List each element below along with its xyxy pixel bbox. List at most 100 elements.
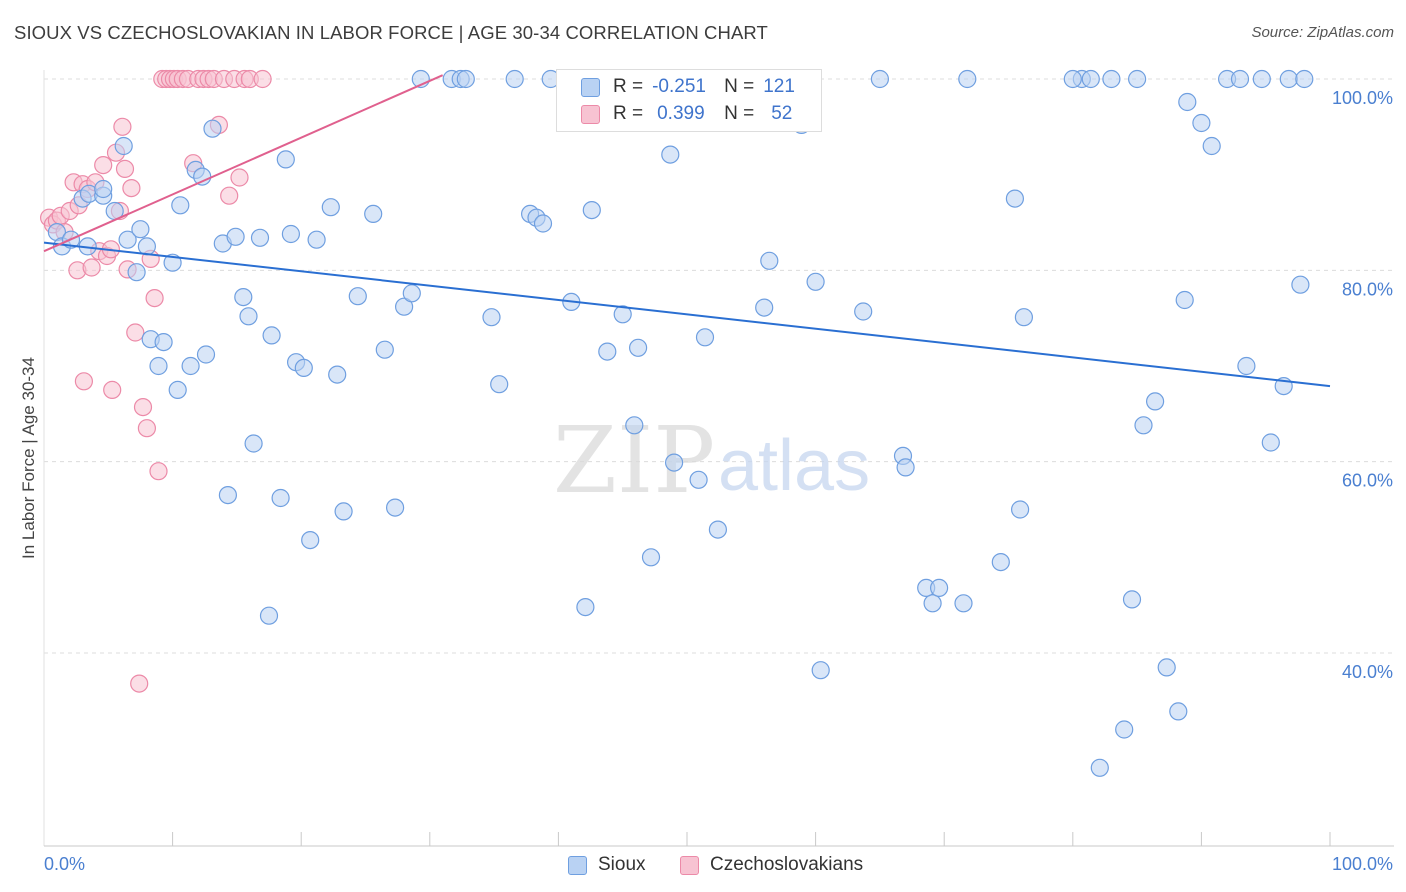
sioux-point-35 <box>276 150 295 169</box>
czech-trend-line <box>43 74 444 253</box>
sioux-point-113 <box>1261 433 1280 452</box>
sioux-point-26 <box>218 486 237 505</box>
sioux-swatch-icon <box>581 77 600 97</box>
legend-n-label: N = <box>724 76 755 97</box>
czech-point-27 <box>137 419 156 438</box>
sioux-trend-line <box>43 241 1331 388</box>
sioux-point-111 <box>1237 356 1256 376</box>
sioux-point-47 <box>386 498 405 517</box>
sioux-point-77 <box>755 298 774 317</box>
czech-point-26 <box>133 398 153 417</box>
sioux-point-46 <box>375 340 394 359</box>
sioux-point-64 <box>598 342 617 361</box>
sioux-point-93 <box>1005 189 1025 208</box>
legend-row-czech: R = 0.399 N = 52 <box>581 101 792 127</box>
sioux-point-83 <box>854 302 873 321</box>
stats-legend: R = -0.251 N = 121 R = 0.399 N = 52 <box>556 69 822 132</box>
sioux-point-82 <box>811 661 830 680</box>
sioux-point-7 <box>94 179 113 199</box>
czech-point-23 <box>122 179 141 198</box>
czech-legend-icon <box>680 855 699 875</box>
y-tick-label-40: 40.0% <box>1342 662 1393 682</box>
sioux-point-15 <box>149 356 168 376</box>
czech-point-24 <box>126 323 145 342</box>
sioux-point-107 <box>1178 92 1197 112</box>
czech-point-30 <box>149 462 168 481</box>
czech-point-25 <box>130 674 149 693</box>
sioux-point-20 <box>181 356 200 376</box>
sioux-point-30 <box>244 434 263 453</box>
chart-title: SIOUX VS CZECHOSLOVAKIAN IN LABOR FORCE … <box>14 22 768 43</box>
sioux-point-108 <box>1192 113 1211 133</box>
sioux-r-value: -0.251 <box>652 76 706 97</box>
sioux-point-54 <box>482 308 501 327</box>
y-tick-labels: 100.0% 80.0% 60.0% 40.0% <box>1332 88 1393 682</box>
sioux-point-91 <box>958 69 977 89</box>
sioux-point-78 <box>760 251 779 270</box>
legend-row-sioux: R = -0.251 N = 121 <box>581 74 795 100</box>
y-tick-label-80: 80.0% <box>1342 279 1393 299</box>
sioux-point-97 <box>1081 69 1100 89</box>
sioux-point-120 <box>1230 69 1250 89</box>
legend-r-label: R = <box>613 103 644 124</box>
sioux-point-68 <box>641 548 661 567</box>
sioux-point-31 <box>250 228 270 247</box>
czech-point-21 <box>115 159 135 178</box>
x-tick-label-min: 0.0% <box>44 854 85 874</box>
sioux-point-109 <box>1202 136 1221 156</box>
sioux-point-32 <box>259 606 279 625</box>
sioux-n-value: 121 <box>763 76 795 97</box>
x-tick-label-max: 100.0% <box>1332 854 1393 874</box>
sioux-point-27 <box>226 227 245 246</box>
sioux-point-95 <box>1014 308 1034 327</box>
sioux-point-38 <box>294 358 313 377</box>
czech-point-11 <box>82 258 101 277</box>
sioux-point-63 <box>582 201 601 220</box>
legend-n-label: N = <box>724 103 755 124</box>
watermark: ZIP atlas <box>553 407 870 514</box>
sioux-point-22 <box>193 167 212 186</box>
sioux-point-43 <box>334 502 353 521</box>
legend-label-czech: Czechoslovakians <box>710 854 864 875</box>
czech-n-value: 52 <box>771 103 793 124</box>
sioux-point-13 <box>137 237 156 256</box>
sioux-point-116 <box>1291 275 1310 294</box>
sioux-point-101 <box>1122 590 1142 609</box>
sioux-point-41 <box>321 198 340 217</box>
sioux-point-84 <box>870 69 890 89</box>
sioux-point-70 <box>661 145 680 164</box>
sioux-point-49 <box>402 284 421 303</box>
sioux-point-36 <box>281 224 300 244</box>
sioux-point-16 <box>154 333 173 352</box>
y-tick-label-60: 60.0% <box>1342 471 1393 491</box>
sioux-point-45 <box>364 204 383 223</box>
sioux-point-103 <box>1145 392 1165 411</box>
sioux-point-102 <box>1134 416 1153 435</box>
czech-point-51 <box>74 372 94 391</box>
sioux-point-88 <box>923 594 942 613</box>
sioux-point-117 <box>1295 69 1314 89</box>
sioux-point-104 <box>1157 658 1176 677</box>
sioux-point-55 <box>490 375 509 394</box>
legend-item-sioux: Sioux <box>568 854 646 876</box>
sioux-point-81 <box>806 272 825 291</box>
sioux-point-44 <box>348 287 367 306</box>
legend-item-czech: Czechoslovakians <box>680 854 863 876</box>
sioux-point-40 <box>307 230 326 249</box>
sioux-point-98 <box>1090 758 1109 777</box>
sioux-point-18 <box>168 380 187 399</box>
sioux-point-94 <box>1010 500 1030 519</box>
trend-lines <box>43 74 1331 388</box>
sioux-point-66 <box>625 416 644 435</box>
sioux-point-119 <box>1127 69 1147 89</box>
y-tick-label-100: 100.0% <box>1332 88 1393 108</box>
legend-label-sioux: Sioux <box>598 854 646 875</box>
sioux-point-112 <box>1252 69 1271 89</box>
sioux-point-11 <box>127 263 146 282</box>
czech-point-45 <box>220 186 239 205</box>
czech-point-14 <box>94 156 113 175</box>
sioux-point-67 <box>628 338 648 357</box>
sioux-point-99 <box>1102 69 1121 89</box>
czech-point-20 <box>113 117 132 136</box>
